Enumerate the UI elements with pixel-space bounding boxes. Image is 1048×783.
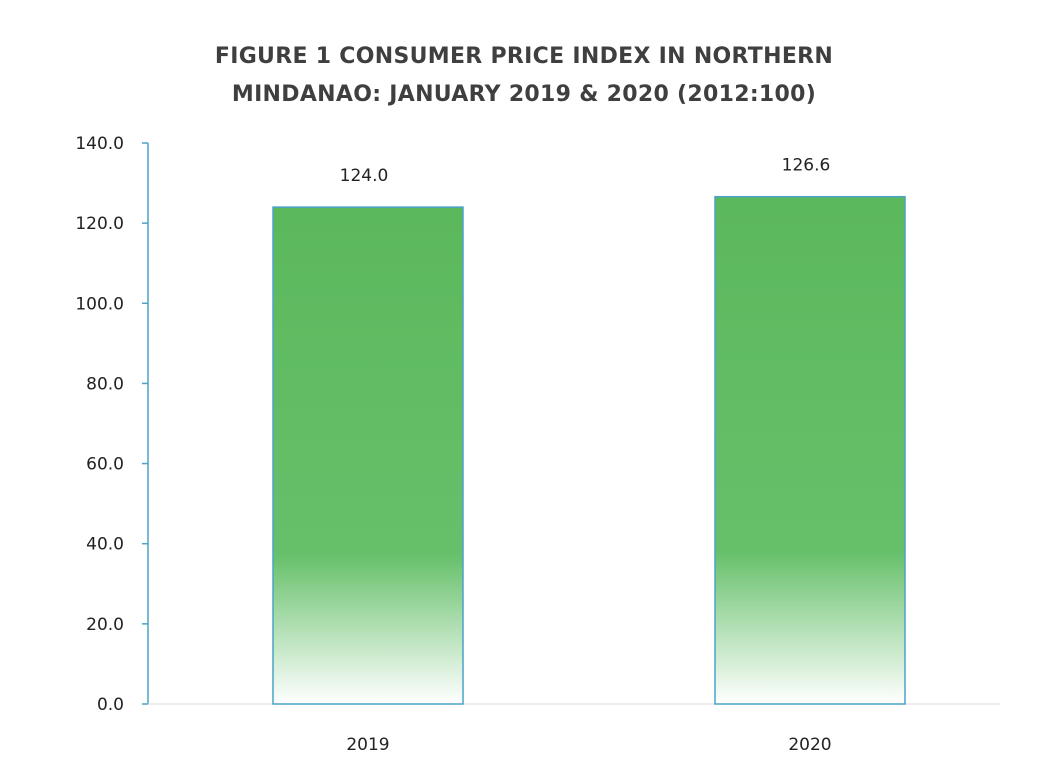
y-tick-label: 40.0 bbox=[86, 535, 124, 555]
y-tick-label: 20.0 bbox=[86, 615, 124, 635]
data-label: 124.0 bbox=[340, 166, 389, 186]
bar bbox=[272, 206, 464, 705]
y-tick-label: 80.0 bbox=[86, 374, 124, 394]
chart-title: FIGURE 1 CONSUMER PRICE INDEX IN NORTHER… bbox=[0, 38, 1048, 114]
y-tick-label: 140.0 bbox=[75, 134, 124, 154]
data-label: 126.6 bbox=[782, 156, 831, 176]
y-tick-label: 0.0 bbox=[97, 695, 124, 715]
x-tick-label: 2019 bbox=[346, 735, 389, 755]
bar bbox=[714, 195, 906, 705]
plot-area: 0.0 20.0 40.0 60.0 80.0 100.0 120.0 140.0 124.0 2… bbox=[75, 134, 1000, 755]
chart-title-line-1: FIGURE 1 CONSUMER PRICE INDEX IN NORTHER… bbox=[214, 44, 834, 69]
y-tick-label: 60.0 bbox=[86, 455, 124, 475]
chart-title-line-2: MINDANAO: JANUARY 2019 & 2020 (2012:100) bbox=[231, 82, 817, 107]
y-tick-label: 120.0 bbox=[75, 214, 124, 234]
y-tick-label: 100.0 bbox=[75, 294, 124, 314]
x-tick-label: 2020 bbox=[788, 735, 831, 755]
